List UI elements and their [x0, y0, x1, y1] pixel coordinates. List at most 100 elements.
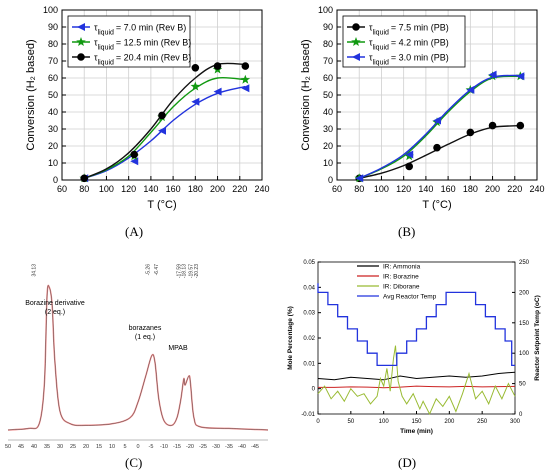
x-tick-label: 180 [463, 184, 478, 194]
peak-label: -6.47 [154, 264, 160, 276]
legend-marker [77, 23, 85, 31]
x-tick-label: -45 [251, 444, 259, 450]
chart-d: 0 50 100 150 200 250 300-0.0100.010.020.030.04… [287, 260, 541, 435]
x-tick-label: 80 [354, 184, 364, 194]
x-tick-label: 60 [57, 184, 67, 194]
spectrum-trace [7, 285, 269, 431]
legend-marker [352, 23, 360, 31]
y-tick-label: 0.03 [303, 311, 315, 317]
y-tick-label: 40 [48, 107, 58, 117]
data-point [130, 150, 139, 159]
data-point [488, 70, 497, 79]
legend-marker [351, 37, 361, 46]
y-axis-label: Mole Percentage (%) [287, 306, 294, 370]
chart-b: 60 80 100 120 140 160 180 200 220 240 0 10 20 30 40 50 6… [300, 5, 545, 211]
data-point [433, 116, 441, 125]
legend-label: τliquid = 7.5 min (PB) [369, 23, 449, 37]
legend-marker [77, 53, 85, 61]
y-tick-label: 0.02 [303, 336, 315, 342]
y-tick-label: 70 [323, 56, 333, 66]
y-tick-label: 0 [328, 175, 333, 185]
y-tick-label: 50 [48, 90, 58, 100]
y2-tick-label: 200 [519, 290, 530, 296]
series-line-2 [318, 385, 516, 389]
legend-label: τliquid = 4.2 min (PB) [369, 38, 449, 52]
data-point [241, 84, 250, 93]
peak-label: -5.26 [146, 264, 152, 276]
x-tick-label: 300 [510, 419, 521, 425]
x-tick-label: 30 [57, 444, 63, 450]
x-tick-label: 200 [485, 184, 500, 194]
peak-annotation: Borazine derivative [25, 300, 85, 307]
caption-c: (C) [125, 455, 143, 470]
data-point [213, 62, 222, 70]
y2-tick-label: 150 [519, 321, 530, 327]
y-tick-label: 0.05 [303, 260, 315, 266]
peak-annotation: (2 eq.) [45, 309, 65, 316]
data-point [405, 162, 414, 171]
y-tick-label: 100 [43, 5, 58, 15]
x-axis-label: T (°C) [147, 199, 176, 211]
peak-label: -17.59 [176, 264, 182, 278]
y-tick-label: 100 [318, 5, 333, 15]
series-line-1 [317, 371, 516, 381]
legend-label: IR: Borazine [383, 274, 419, 281]
legend-label: IR: Diborane [383, 284, 420, 291]
x-tick-label: 10 [109, 444, 115, 450]
x-tick-label: 200 [210, 184, 225, 194]
legend-marker [352, 53, 360, 61]
y-axis-label: Conversion (H₂ based) [300, 39, 312, 150]
data-point [241, 62, 250, 70]
legend-label: IR: Ammonia [383, 264, 421, 271]
x-tick-label: 20 [83, 444, 89, 450]
x-tick-label: 45 [18, 444, 24, 450]
y2-tick-label: 0 [519, 412, 523, 418]
data-point [191, 97, 200, 106]
y-tick-label: 90 [323, 22, 333, 32]
peak-annotation: (1 eq.) [135, 334, 155, 341]
x-tick-label: 5 [123, 444, 126, 450]
x-tick-label: 220 [507, 184, 522, 194]
x-tick-label: 100 [374, 184, 389, 194]
fit-curve-1 [359, 124, 521, 179]
x-tick-label: -25 [199, 444, 207, 450]
caption-a: (A) [125, 224, 144, 239]
data-point [466, 85, 475, 94]
y-tick-label: 0.04 [303, 285, 315, 291]
x-tick-label: 25 [70, 444, 76, 450]
series-line-3 [317, 345, 516, 416]
peak-label: 34.13 [32, 264, 38, 277]
y-tick-label: 50 [323, 90, 333, 100]
data-point [516, 121, 525, 130]
y-tick-label: 20 [323, 141, 333, 151]
data-point [158, 126, 166, 135]
x-tick-label: 200 [444, 419, 455, 425]
x-tick-label: -10 [160, 444, 168, 450]
legend-label: Avg Reactor Temp [383, 294, 437, 301]
data-point [488, 121, 497, 130]
caption-d: (D) [398, 455, 417, 470]
y-tick-label: 80 [323, 39, 333, 49]
data-point [405, 150, 414, 159]
y-tick-label: 0.01 [303, 361, 315, 367]
x-tick-label: -15 [173, 444, 181, 450]
y-tick-label: 10 [323, 158, 333, 168]
x-tick-label: -20 [186, 444, 194, 450]
x-tick-label: 60 [332, 184, 342, 194]
legend-label: τliquid = 12.5 min (Rev B) [94, 38, 191, 52]
x-tick-label: 80 [79, 184, 89, 194]
data-point [191, 64, 200, 72]
legend-label: τliquid = 7.0 min (Rev B) [94, 23, 186, 37]
legend-label: τliquid = 3.0 min (PB) [369, 53, 449, 67]
peak-label: -19.57 [189, 264, 195, 278]
x-tick-label: 250 [477, 419, 488, 425]
x-tick-label: 50 [5, 444, 11, 450]
y-axis-label: Conversion (H₂ based) [25, 39, 37, 150]
x-tick-label: 100 [99, 184, 114, 194]
fit-curve-2 [83, 76, 246, 179]
x-tick-label: 180 [188, 184, 203, 194]
legend-label: τliquid = 20.4 min (Rev B) [94, 53, 191, 67]
series-line-4 [317, 283, 515, 367]
x-tick-label: -40 [238, 444, 246, 450]
